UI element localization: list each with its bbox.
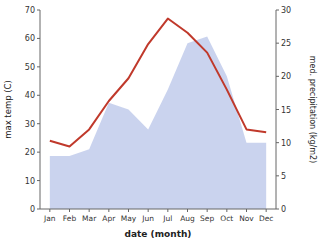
x-tick	[128, 209, 129, 212]
x-tick	[49, 209, 50, 212]
chart: 0 10 20 30 40 50 60 70 0 5 10 15 20 25 30 Jan Feb Mar Apr M…	[0, 0, 318, 247]
y2-tick	[276, 43, 279, 44]
y2-tick-label: 10	[281, 139, 291, 148]
y-tick	[37, 95, 40, 96]
y2-axis-label: med. precipitation (kg/m2)	[308, 56, 317, 163]
y2-tick	[276, 175, 279, 176]
y2-tick	[276, 76, 279, 77]
y-tick-label: 10	[25, 177, 35, 186]
precip-area	[50, 37, 266, 209]
x-axis-label: date (month)	[125, 229, 192, 239]
y-tick-label: 20	[25, 148, 35, 157]
x-tick-label: May	[121, 214, 137, 223]
x-tick-label: Sep	[200, 214, 214, 223]
x-tick	[266, 209, 267, 212]
y2-tick-label: 0	[281, 205, 286, 214]
y-tick-label: 40	[25, 91, 35, 100]
x-tick-label: Dec	[259, 214, 274, 223]
y2-tick-label: 5	[281, 172, 286, 181]
y2-tick	[276, 142, 279, 143]
x-tick-label: Jan	[43, 214, 56, 223]
y-tick-label: 70	[25, 6, 35, 15]
y-tick	[37, 10, 40, 11]
y2-tick	[276, 10, 279, 11]
x-tick-label: Oct	[220, 214, 233, 223]
x-tick	[89, 209, 90, 212]
y2-tick-label: 25	[281, 39, 291, 48]
x-tick	[187, 209, 188, 212]
x-tick	[108, 209, 109, 212]
y-tick	[37, 152, 40, 153]
x-tick-label: Aug	[180, 214, 195, 223]
x-tick	[148, 209, 149, 212]
y-tick	[37, 209, 40, 210]
x-tick-label: Mar	[82, 214, 97, 223]
y-tick-label: 50	[25, 63, 35, 72]
x-tick-label: Jul	[162, 214, 172, 223]
y-tick	[37, 66, 40, 67]
y2-tick-label: 15	[281, 106, 291, 115]
plot-area	[50, 19, 266, 209]
x-tick	[207, 209, 208, 212]
x-tick-label: Nov	[239, 214, 254, 223]
x-tick	[167, 209, 168, 212]
x-tick	[246, 209, 247, 212]
y-tick	[37, 180, 40, 181]
y2-tick-label: 20	[281, 72, 291, 81]
y2-tick	[276, 109, 279, 110]
temp-line	[50, 19, 266, 147]
y-tick	[37, 123, 40, 124]
y2-tick	[276, 209, 279, 210]
x-tick-label: Feb	[63, 214, 77, 223]
y-axis-label: max temp (C)	[3, 80, 13, 139]
y-tick-label: 0	[30, 205, 35, 214]
x-tick	[226, 209, 227, 212]
y-tick-label: 30	[25, 120, 35, 129]
y-tick-label: 60	[25, 34, 35, 43]
y-axis-line	[40, 10, 41, 209]
y2-tick-label: 30	[281, 6, 291, 15]
y-tick	[37, 38, 40, 39]
x-tick-label: Apr	[102, 214, 116, 223]
x-tick-label: Jun	[141, 214, 154, 223]
x-tick	[69, 209, 70, 212]
x-axis-line	[40, 209, 276, 210]
